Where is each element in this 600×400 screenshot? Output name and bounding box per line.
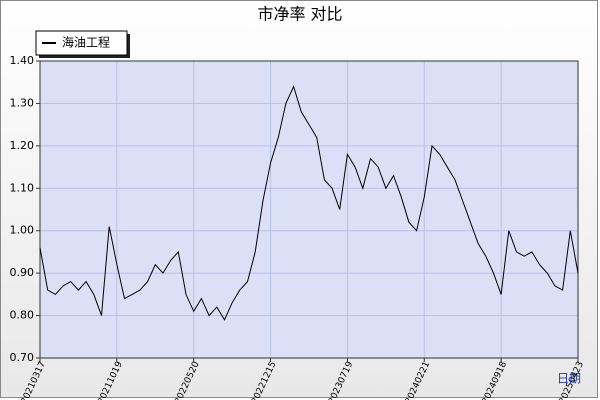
y-tick-label: 0.90 <box>10 266 35 279</box>
y-tick-label: 1.30 <box>10 96 35 109</box>
legend <box>35 30 130 58</box>
plot-border <box>39 60 579 359</box>
y-tick-label: 1.40 <box>10 54 35 67</box>
y-tick-label: 0.70 <box>10 351 35 364</box>
line-series <box>39 85 579 321</box>
x-axis-label: 日期 <box>557 372 581 386</box>
plot-area <box>39 60 579 359</box>
chart-title: 市净率 对比 <box>257 5 342 24</box>
y-tick-label: 1.00 <box>10 224 35 237</box>
y-tick-label: 0.80 <box>10 309 35 322</box>
y-tick-label: 1.10 <box>10 181 35 194</box>
legend-label: 海油工程 <box>62 35 110 50</box>
y-tick-label: 1.20 <box>10 139 35 152</box>
legend-box <box>35 30 128 56</box>
